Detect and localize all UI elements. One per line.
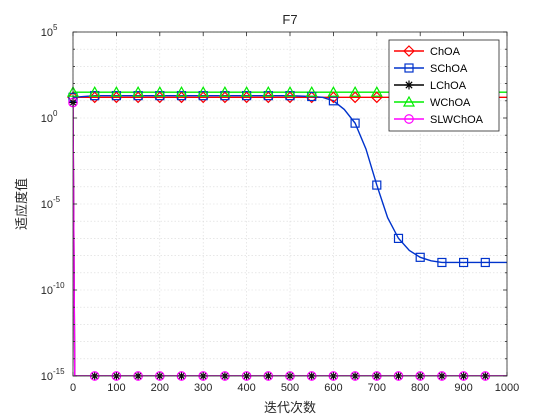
legend-label: SLWChOA [430, 114, 484, 126]
y-tick-label: 10 -15 [41, 367, 65, 383]
chart-title: F7 [282, 12, 297, 27]
marker-triangle [283, 85, 297, 97]
y-tick-label-exponent: -15 [53, 367, 65, 376]
marker-diamond [403, 45, 415, 57]
marker-square [404, 63, 414, 73]
marker-square [372, 180, 382, 190]
marker-triangle [402, 95, 416, 107]
y-tick-label-exponent: -5 [53, 195, 61, 204]
marker-square [328, 96, 338, 106]
marker-triangle [175, 85, 188, 97]
x-tick-label: 200 [151, 382, 169, 394]
marker-square [393, 233, 404, 243]
y-tick-label: 10 -5 [41, 195, 61, 211]
x-tick-label: 800 [411, 382, 429, 394]
x-tick-label: 100 [107, 382, 125, 394]
y-tick-label: 10 0 [41, 109, 58, 125]
legend-item: LChOA [394, 80, 467, 92]
y-tick-label: 10 5 [41, 23, 58, 39]
y-tick-label-base: 10 [41, 285, 53, 297]
y-axis-label: 适应度值 [14, 178, 30, 230]
marker-triangle [262, 85, 275, 97]
marker-square [459, 257, 469, 268]
series-line-slwchoa [73, 102, 507, 376]
y-tick-label-exponent: -10 [53, 281, 65, 290]
x-tick-label: 700 [368, 382, 386, 394]
y-tick-label-base: 10 [41, 199, 53, 211]
y-tick-label: 10 -10 [41, 281, 65, 297]
marker-triangle [327, 85, 340, 97]
y-tick-label-base: 10 [41, 113, 53, 125]
marker-triangle [197, 85, 210, 97]
legend-item: ChOA [394, 45, 461, 58]
y-tick-label-base: 10 [41, 27, 53, 39]
marker-circle [404, 114, 414, 124]
x-tick-label: 600 [324, 382, 342, 394]
legend-item: SChOA [394, 63, 468, 75]
marker-square [415, 252, 425, 262]
marker-triangle [370, 85, 383, 97]
marker-asterisk-stroke [405, 81, 413, 89]
y-tick-label-exponent: 0 [53, 109, 58, 118]
legend-item: WChOA [394, 95, 471, 109]
marker-triangle [110, 85, 123, 97]
marker-triangle [153, 85, 166, 97]
marker-square [480, 257, 490, 268]
x-tick-label: 0 [70, 382, 76, 394]
marker-triangle [88, 85, 101, 97]
legend-item: SLWChOA [394, 114, 484, 126]
x-tick-label: 400 [237, 382, 255, 394]
x-tick-label: 500 [281, 382, 299, 394]
legend-label: SChOA [430, 63, 468, 75]
y-tick-label-exponent: 5 [53, 23, 58, 32]
y-tick-label-base: 10 [41, 371, 53, 383]
marker-triangle [132, 85, 145, 97]
legend: ChOA SChOA LChOA WChOA SLWChOA [388, 39, 500, 132]
marker-square [350, 118, 360, 128]
marker-asterisk [404, 80, 414, 90]
marker-triangle [349, 85, 362, 97]
legend-label: ChOA [430, 46, 461, 58]
legend-label: WChOA [430, 97, 471, 109]
x-tick-label: 1000 [495, 382, 519, 394]
marker-triangle [218, 85, 231, 97]
marker-triangle [240, 85, 253, 97]
series-markers-schoa [68, 91, 490, 268]
legend-label: LChOA [430, 80, 467, 92]
x-tick-label: 300 [194, 382, 212, 394]
marker-triangle [305, 85, 318, 97]
x-tick-label: 900 [454, 382, 472, 394]
x-axis-label: 迭代次数 [264, 400, 316, 416]
series-line-schoa [73, 94, 507, 264]
marker-square [437, 257, 447, 268]
